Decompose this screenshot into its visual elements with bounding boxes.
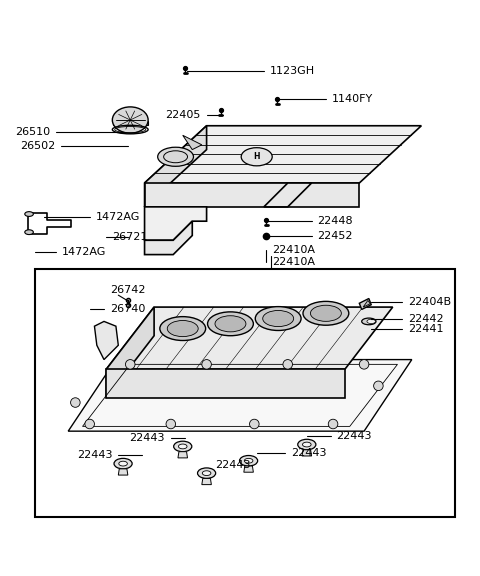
Ellipse shape [25,230,34,234]
Ellipse shape [198,468,216,479]
Polygon shape [244,466,253,472]
Ellipse shape [362,318,376,325]
Ellipse shape [167,320,198,336]
Polygon shape [107,369,345,398]
Text: 22410A: 22410A [272,245,315,255]
Circle shape [283,359,292,369]
Text: 22443: 22443 [77,450,113,460]
Circle shape [328,419,338,429]
Text: 1123GH: 1123GH [270,66,315,76]
Ellipse shape [202,471,211,476]
Polygon shape [95,321,118,359]
Text: 22405: 22405 [166,110,201,120]
Ellipse shape [25,211,34,217]
Polygon shape [113,121,148,125]
Ellipse shape [255,306,301,331]
Ellipse shape [215,316,246,332]
Polygon shape [107,307,393,369]
Ellipse shape [157,147,193,166]
Text: 26740: 26740 [110,305,145,314]
Polygon shape [107,307,154,398]
Text: H: H [253,152,260,161]
Polygon shape [202,479,211,484]
Text: 22443: 22443 [215,460,250,469]
Polygon shape [183,135,202,150]
Ellipse shape [303,301,349,325]
Ellipse shape [160,317,205,340]
Polygon shape [144,221,192,255]
Ellipse shape [241,147,272,166]
Ellipse shape [174,441,192,452]
Circle shape [125,359,135,369]
Polygon shape [144,183,360,207]
Ellipse shape [114,458,132,469]
Text: 22441: 22441 [408,324,444,334]
Text: 1472AG: 1472AG [96,213,140,222]
Text: 26510: 26510 [15,127,50,138]
Ellipse shape [298,439,316,450]
Text: 26502: 26502 [20,141,55,151]
Circle shape [85,419,95,429]
Text: 26721: 26721 [112,232,147,242]
Polygon shape [178,452,188,458]
Ellipse shape [112,107,148,133]
Text: 1472AG: 1472AG [62,247,107,257]
Ellipse shape [311,305,341,321]
Polygon shape [264,183,312,207]
Text: 22448: 22448 [317,216,353,226]
Circle shape [250,419,259,429]
Polygon shape [144,126,421,183]
Ellipse shape [179,444,187,449]
Ellipse shape [244,458,253,463]
Text: 22442: 22442 [408,314,444,324]
Circle shape [166,419,176,429]
Ellipse shape [207,312,253,336]
Polygon shape [68,359,412,431]
Text: 22404B: 22404B [408,297,451,308]
Circle shape [71,398,80,407]
Circle shape [202,359,211,369]
Ellipse shape [119,461,127,466]
Polygon shape [144,126,206,207]
Polygon shape [363,301,370,307]
Ellipse shape [302,442,311,447]
Circle shape [360,359,369,369]
Ellipse shape [263,310,294,327]
Polygon shape [144,207,206,240]
Text: 1140FY: 1140FY [332,94,373,104]
Ellipse shape [240,456,258,466]
Text: 22452: 22452 [317,230,353,241]
Text: 22443: 22443 [291,448,326,458]
Text: 22410A: 22410A [272,257,315,267]
Circle shape [373,381,383,391]
Text: 26742: 26742 [110,285,145,295]
Bar [35,269,455,517]
Ellipse shape [367,319,375,324]
Polygon shape [360,298,371,309]
Text: 22443: 22443 [336,431,372,441]
Text: 22443: 22443 [130,433,165,444]
Polygon shape [302,450,312,456]
Polygon shape [118,469,128,475]
